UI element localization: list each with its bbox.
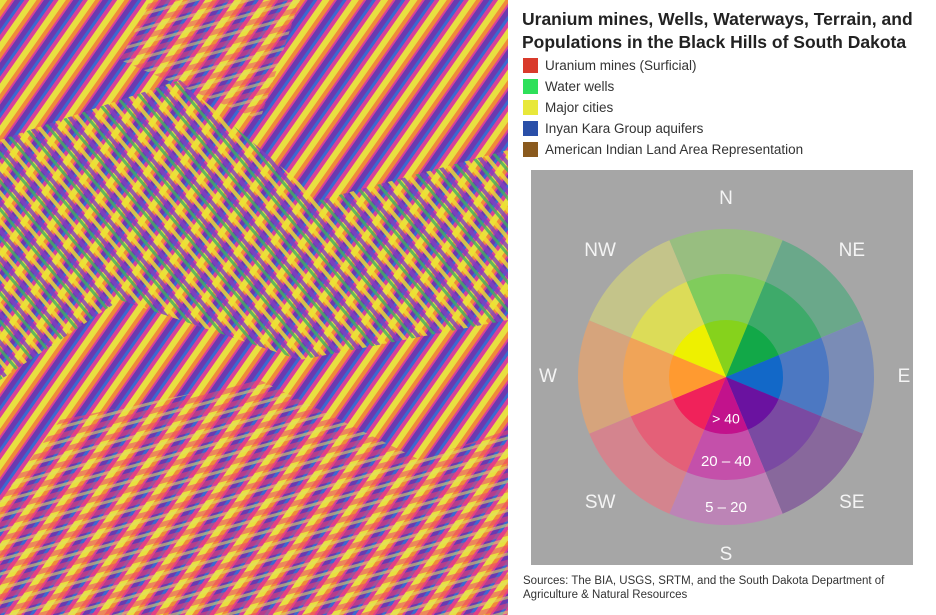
slope-class-label: 20 – 40	[701, 453, 751, 470]
key-sector	[726, 355, 783, 399]
legend-item: Major cities	[523, 97, 803, 118]
legend-item: Uranium mines (Surficial)	[523, 55, 803, 76]
legend-label: Inyan Kara Group aquifers	[545, 121, 704, 136]
legend-label: Uranium mines (Surficial)	[545, 58, 697, 73]
legend-swatch	[523, 58, 538, 73]
direction-label: N	[719, 188, 733, 209]
slope-class-label: 5 – 20	[705, 499, 747, 516]
legend-item: American Indian Land Area Representation	[523, 139, 803, 160]
legend-label: American Indian Land Area Representation	[545, 142, 804, 157]
legend-label: Major cities	[545, 100, 614, 115]
legend-swatch	[523, 79, 538, 94]
legend: Uranium mines (Surficial) Water wells Majo…	[523, 55, 803, 160]
key-sector	[726, 324, 779, 377]
legend-label: Water wells	[545, 79, 615, 94]
legend-swatch	[523, 100, 538, 115]
direction-label: NE	[839, 240, 865, 261]
key-sector	[669, 355, 726, 399]
key-sector	[726, 377, 779, 430]
legend-swatch	[523, 142, 538, 157]
direction-label: SE	[839, 492, 864, 513]
map-title: Uranium mines, Wells, Waterways, Terrain…	[522, 9, 913, 52]
legend-swatch	[523, 121, 538, 136]
legend-item: Water wells	[523, 76, 803, 97]
key-sector	[704, 320, 748, 377]
key-sector	[704, 377, 748, 434]
slope-class-label: > 40	[712, 411, 740, 427]
direction-label: S	[720, 544, 733, 565]
sources: Sources: The BIA, USGS, SRTM, and the So…	[523, 575, 885, 601]
aspect-slope-key: N NE E SE S SW W NW > 40 20 – 40 5 – 20	[531, 170, 913, 565]
direction-label: W	[539, 366, 557, 387]
direction-label: NW	[584, 240, 616, 261]
legend-item: Inyan Kara Group aquifers	[523, 118, 803, 139]
terrain-map	[0, 0, 508, 615]
key-sector	[673, 377, 726, 430]
direction-label: E	[898, 366, 911, 387]
key-sector	[673, 324, 726, 377]
direction-label: SW	[585, 492, 616, 513]
